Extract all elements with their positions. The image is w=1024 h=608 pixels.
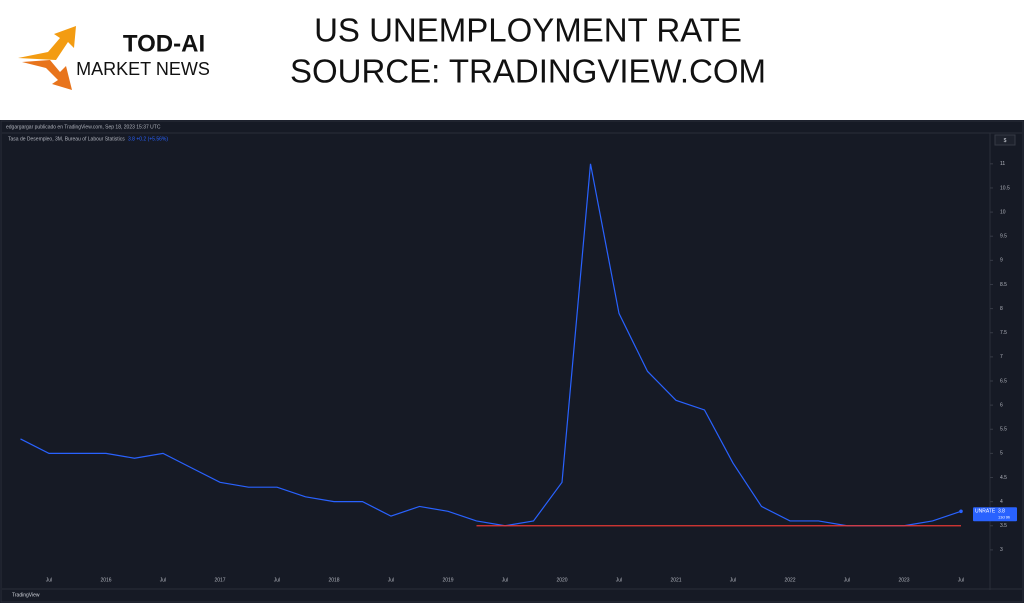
currency-button[interactable] [994,134,1016,146]
y-tick-label: 9.5 [1000,234,1007,240]
legend-value: 3.8 +0.2 (+5.56%) [128,136,168,142]
x-tick-label: 2020 [556,577,567,583]
y-tick-label: 7.5 [1000,330,1007,336]
y-tick-label: 3 [1000,547,1003,553]
x-tick-label: 2016 [100,577,111,583]
y-tick-label: 8.5 [1000,282,1007,288]
x-tick-label: 2017 [214,577,225,583]
footer: TradingView [12,592,40,598]
x-tick-label: Jul [730,577,736,583]
y-tick-label: 10.5 [1000,185,1010,191]
y-tick-label: 10 [1000,209,1006,215]
y-tick-label: 6.5 [1000,378,1007,384]
subtitle: SOURCE: TRADINGVIEW.COM [290,53,766,90]
x-tick-label: Jul [616,577,622,583]
x-tick-label: 2019 [442,577,453,583]
x-tick-label: Jul [958,577,964,583]
y-tick-label: 3.5 [1000,523,1007,529]
x-tick-label: Jul [274,577,280,583]
chart-frame [0,120,1024,603]
y-tick-label: 5 [1000,451,1003,457]
price-badge [973,507,1017,522]
x-tick-label: Jul [502,577,508,583]
legend-text: Tasa de Desempleo, 3M, Bureau of Labour … [8,136,125,142]
y-tick-label: 6 [1000,402,1003,408]
x-tick-label: 2023 [898,577,909,583]
brand: TOD-AI [123,30,205,57]
line-series [20,163,962,527]
y-tick-label: 4.5 [1000,475,1007,481]
x-tick-label: Jul [46,577,52,583]
x-tick-label: 2021 [670,577,681,583]
badge-countdown: 13d 9h [998,514,1010,519]
y-tick-label: 11 [1000,161,1005,167]
author-line: edgargargar publicado en TradingView.com… [6,124,161,130]
currency-label: $ [1004,138,1007,144]
y-tick-label: 5.5 [1000,427,1007,433]
y-tick-label: 9 [1000,258,1003,264]
y-tick-label: 7 [1000,354,1003,360]
badge-value: 3.8 [998,509,1005,515]
x-tick-label: 2018 [328,577,339,583]
x-tick-label: 2022 [784,577,795,583]
x-tick-label: Jul [388,577,394,583]
title: US UNEMPLOYMENT RATE [314,12,742,49]
y-tick-label: 4 [1000,499,1003,505]
x-tick-label: Jul [160,577,166,583]
logo [18,26,76,90]
brand-sub: MARKET NEWS [76,59,210,79]
last-point [959,509,963,514]
x-tick-label: Jul [844,577,850,583]
badge-name: UNRATE [975,509,996,515]
y-tick-label: 8 [1000,306,1003,312]
